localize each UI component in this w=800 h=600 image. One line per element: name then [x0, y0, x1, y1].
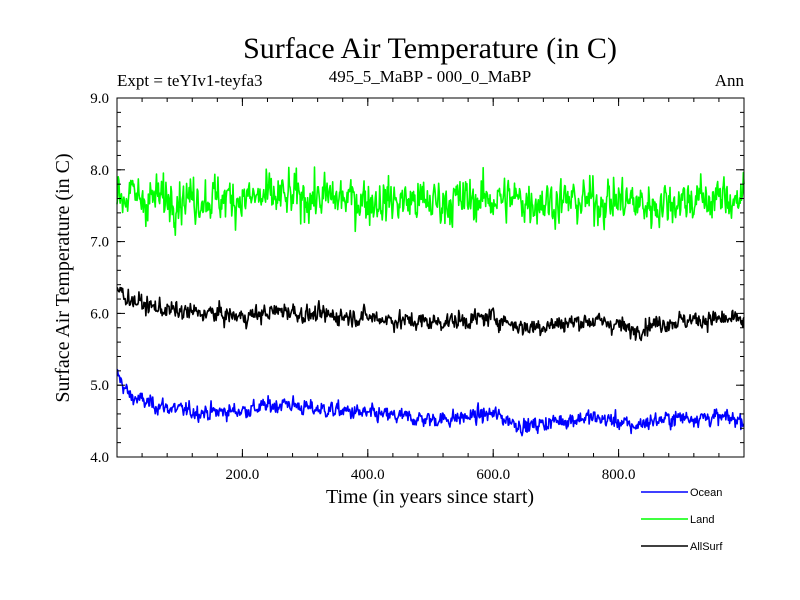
chart-title: Surface Air Temperature (in C): [243, 32, 617, 65]
y-tick-label: 4.0: [90, 450, 109, 466]
x-tick-label: 600.0: [476, 467, 510, 483]
season-label: Ann: [715, 71, 745, 90]
legend-label-ocean: Ocean: [690, 487, 722, 499]
period-label: 495_5_MaBP - 000_0_MaBP: [329, 67, 531, 86]
x-tick-label: 200.0: [226, 467, 260, 483]
series-line-allsurf: [116, 286, 745, 342]
y-tick-label: 5.0: [90, 378, 109, 394]
legend-item-ocean: Ocean: [641, 487, 722, 499]
plot-frame: [116, 97, 745, 458]
x-axis-label: Time (in years since start): [326, 486, 534, 508]
y-tick-label: 6.0: [90, 306, 109, 322]
y-axis-label: Surface Air Temperature (in C): [52, 153, 74, 402]
legend-item-allsurf: AllSurf: [641, 541, 723, 553]
experiment-label: Expt = teYIv1-teyfa3: [117, 71, 263, 90]
series-line-land: [116, 166, 745, 236]
y-tick-label: 8.0: [90, 163, 109, 179]
legend-label-allsurf: AllSurf: [690, 541, 723, 553]
x-tick-label: 800.0: [602, 467, 636, 483]
y-tick-label: 7.0: [90, 235, 109, 251]
legend-label-land: Land: [690, 514, 714, 526]
legend: Ocean Land AllSurf: [641, 487, 723, 553]
x-tick-label: 400.0: [351, 467, 385, 483]
series-lines: [116, 166, 745, 437]
axis-ticks: 4.0 5.0 6.0 7.0 8.0 9.0 200.0 400.0 600.0 800.0: [90, 91, 744, 483]
y-tick-label: 9.0: [90, 91, 109, 107]
series-line-ocean: [116, 368, 745, 437]
legend-item-land: Land: [641, 514, 714, 526]
